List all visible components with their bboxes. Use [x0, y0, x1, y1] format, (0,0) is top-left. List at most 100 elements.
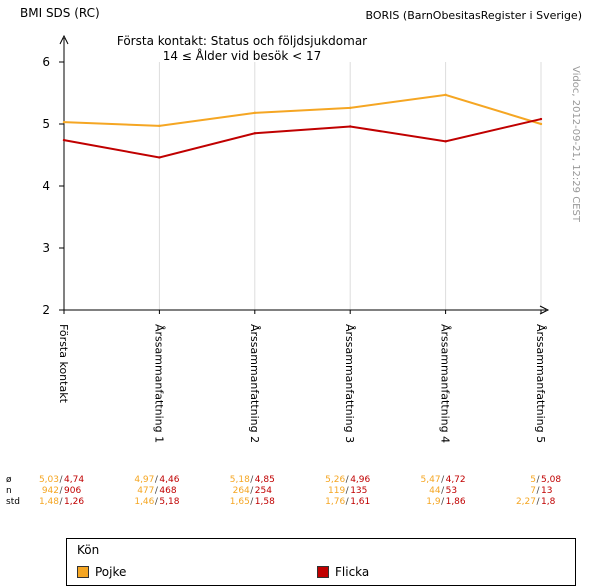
stat-separator: / — [346, 475, 350, 485]
stats-table: ønstd5,03/4,74942/9061,48/1,264,97/4,464… — [6, 475, 561, 507]
stat-flicka-std: 1,86 — [446, 497, 466, 507]
stat-pojke-n: 477 — [137, 486, 154, 496]
stat-pojke-std: 1,9 — [426, 497, 441, 507]
stat-separator: / — [441, 486, 445, 496]
stat-separator: / — [155, 486, 159, 496]
legend-title: Kön — [77, 543, 100, 557]
stat-separator: / — [250, 497, 254, 507]
stat-pojke-std: 1,48 — [39, 497, 59, 507]
legend-label-flicka: Flicka — [335, 565, 370, 579]
stat-separator: / — [155, 475, 159, 485]
axes — [59, 34, 550, 315]
data-point-flicka — [253, 132, 256, 135]
series-line-flicka — [63, 118, 542, 159]
stat-pojke-mean: 4,97 — [134, 475, 154, 485]
stat-separator: / — [59, 475, 63, 485]
x-tick-label: Första kontakt — [57, 324, 70, 404]
legend-swatch-pojke — [77, 566, 89, 578]
stat-flicka-n: 906 — [64, 486, 81, 496]
chart-left-title: BMI SDS (RC) — [20, 6, 100, 20]
y-axis-ticks: 2 3 4 5 6 — [42, 55, 64, 317]
stat-separator: / — [250, 475, 254, 485]
chart-subtitle: 14 ≤ Ålder vid besök < 17 — [163, 48, 322, 63]
stat-flicka-mean: 4,74 — [64, 475, 84, 485]
stat-flicka-std: 1,8 — [541, 497, 556, 507]
legend-item-pojke[interactable]: Pojke — [77, 565, 126, 579]
stat-pojke-n: 264 — [233, 486, 250, 496]
stat-separator: / — [59, 486, 63, 496]
stat-separator: / — [346, 486, 350, 496]
legend-swatch-flicka — [317, 566, 329, 578]
legend: Kön Pojke Flicka — [66, 538, 576, 586]
data-point-pojke — [62, 120, 66, 124]
stat-flicka-n: 468 — [159, 486, 176, 496]
stat-flicka-n: 135 — [350, 486, 367, 496]
stat-pojke-n: 942 — [42, 486, 59, 496]
side-note: Vidoc, 2012-09-21, 12:29 CEST — [570, 66, 581, 223]
stat-pojke-n: 7 — [530, 486, 536, 496]
stat-separator: / — [441, 497, 445, 507]
x-tick-label: Årssammanfattning 3 — [343, 324, 356, 443]
stat-separator: / — [155, 497, 159, 507]
stat-flicka-mean: 4,72 — [446, 475, 466, 485]
stat-pojke-std: 2,27 — [516, 497, 536, 507]
data-point-flicka — [444, 140, 447, 143]
stat-flicka-mean: 4,46 — [159, 475, 179, 485]
legend-label-pojke: Pojke — [95, 565, 127, 579]
y-tick-label: 3 — [42, 241, 50, 255]
stat-flicka-n: 13 — [541, 486, 552, 496]
data-point-pojke — [349, 106, 352, 110]
y-tick-label: 2 — [42, 303, 50, 317]
y-tick-label: 5 — [42, 117, 50, 131]
stat-flicka-std: 1,61 — [350, 497, 370, 507]
stat-pojke-mean: 5 — [530, 475, 536, 485]
data-point-flicka — [62, 138, 66, 142]
data-point-flicka — [539, 117, 543, 121]
y-tick-label: 6 — [42, 55, 50, 69]
stat-flicka-std: 1,58 — [255, 497, 275, 507]
stat-flicka-mean: 5,08 — [541, 475, 561, 485]
y-tick-label: 4 — [42, 179, 50, 193]
stats-row-label: std — [6, 497, 20, 507]
grid-lines — [158, 62, 542, 310]
stat-separator: / — [536, 475, 540, 485]
stat-flicka-mean: 4,85 — [255, 475, 275, 485]
stat-pojke-std: 1,65 — [230, 497, 250, 507]
chart-title: Första kontakt: Status och följdsjukdoma… — [117, 34, 367, 48]
stat-separator: / — [250, 486, 254, 496]
stat-flicka-std: 1,26 — [64, 497, 84, 507]
x-tick-label: Årssammanfattning 4 — [439, 324, 452, 443]
stat-pojke-std: 1,46 — [134, 497, 154, 507]
stat-pojke-mean: 5,03 — [39, 475, 59, 485]
legend-item-flicka[interactable]: Flicka — [317, 565, 369, 579]
stats-row-label: ø — [6, 475, 12, 485]
stat-separator: / — [59, 497, 63, 507]
stat-pojke-n: 44 — [429, 486, 441, 496]
x-tick-label: Årssammanfattning 2 — [248, 324, 261, 443]
stat-flicka-n: 53 — [446, 486, 457, 496]
series-line-pojke — [63, 93, 542, 127]
stat-separator: / — [441, 475, 445, 485]
stat-separator: / — [536, 486, 540, 496]
stat-flicka-mean: 4,96 — [350, 475, 370, 485]
stats-row-label: n — [6, 486, 12, 496]
stat-pojke-mean: 5,18 — [230, 475, 250, 485]
data-point-pojke — [539, 122, 543, 126]
stat-pojke-mean: 5,26 — [325, 475, 345, 485]
data-point-pojke — [253, 111, 256, 115]
stat-pojke-n: 119 — [328, 486, 345, 496]
data-point-flicka — [158, 156, 161, 159]
stat-flicka-n: 254 — [255, 486, 272, 496]
data-point-flicka — [349, 125, 352, 128]
x-axis-labels: Första kontakt Årssammanfattning 1 Årssamm… — [57, 310, 547, 443]
stat-flicka-std: 5,18 — [159, 497, 179, 507]
series-lines — [62, 93, 543, 159]
stat-separator: / — [346, 497, 350, 507]
stat-separator: / — [536, 497, 540, 507]
data-point-pojke — [158, 124, 161, 128]
x-tick-label: Årssammanfattning 5 — [534, 324, 547, 443]
chart-right-title: BORIS (BarnObesitasRegister i Sverige) — [366, 9, 582, 22]
data-point-pojke — [444, 93, 447, 97]
stat-pojke-mean: 5,47 — [421, 475, 441, 485]
